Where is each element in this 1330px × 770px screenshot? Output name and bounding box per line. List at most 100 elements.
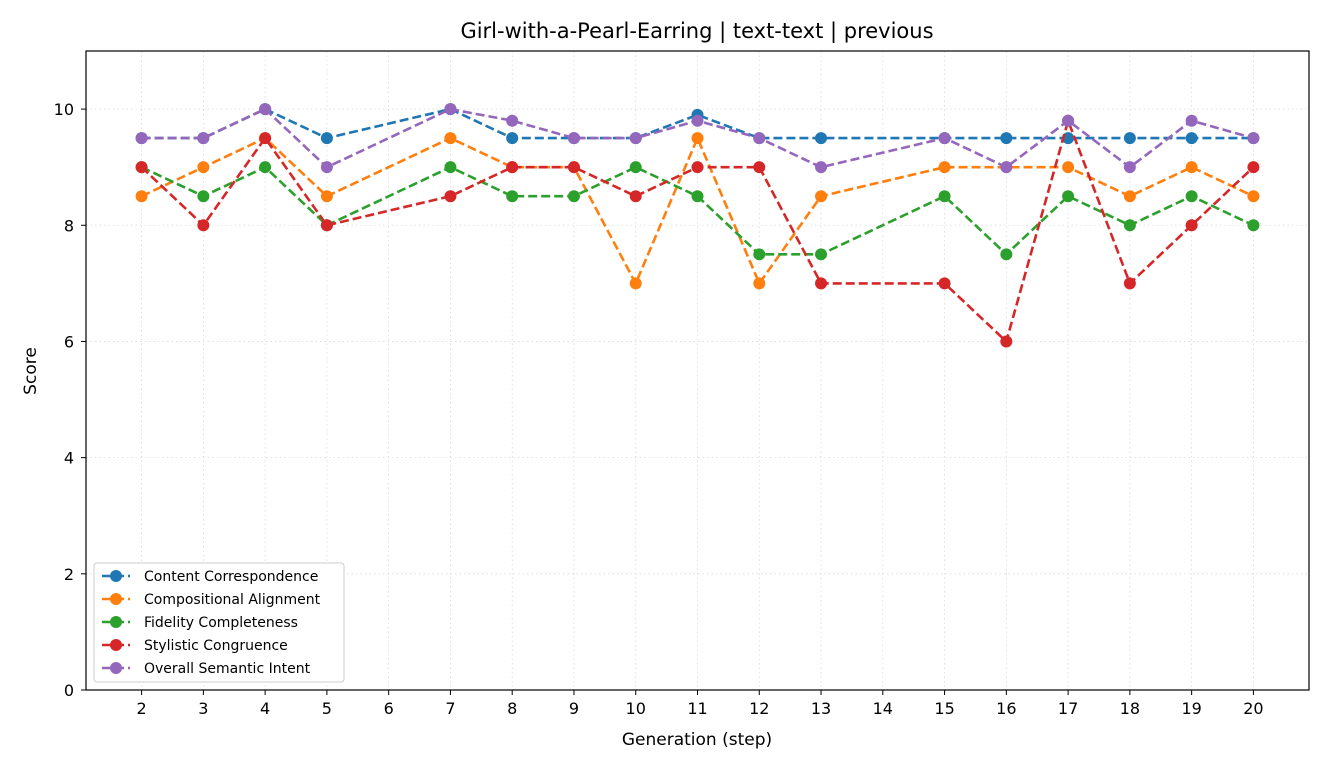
series-line-content-correspondence (141, 107, 1254, 140)
legend-item: Content Correspondence (102, 569, 318, 585)
x-tick-label: 10 (626, 699, 646, 718)
legend-swatch-marker (110, 639, 122, 651)
x-tick-label: 2 (136, 699, 146, 718)
x-tick-label: 7 (445, 699, 455, 718)
data-point-stylistic-congruence (1123, 277, 1136, 290)
data-point-compositional-alignment (1123, 190, 1136, 203)
data-point-stylistic-congruence (938, 277, 951, 290)
data-point-content-correspondence (1123, 132, 1136, 145)
data-point-stylistic-congruence (567, 161, 580, 174)
data-point-fidelity-completeness (506, 190, 519, 203)
data-point-overall-semantic-intent (1000, 161, 1013, 174)
data-point-fidelity-completeness (629, 161, 642, 174)
y-tick-label: 6 (64, 332, 74, 351)
data-point-stylistic-congruence (753, 161, 766, 174)
x-tick-label: 18 (1120, 699, 1140, 718)
data-point-compositional-alignment (444, 132, 457, 145)
legend-item: Overall Semantic Intent (102, 661, 311, 677)
x-tick-label: 11 (687, 699, 707, 718)
series-stylistic-congruence (135, 114, 1260, 348)
y-axis-label: Score (21, 347, 41, 395)
data-point-overall-semantic-intent (259, 103, 272, 116)
y-tick-label: 4 (64, 449, 74, 468)
data-point-fidelity-completeness (1123, 219, 1136, 232)
x-tick-label: 6 (384, 699, 394, 718)
data-point-content-correspondence (1185, 132, 1198, 145)
data-point-overall-semantic-intent (629, 132, 642, 145)
data-point-overall-semantic-intent (691, 114, 704, 127)
series-layer (135, 103, 1260, 348)
legend-label: Content Correspondence (144, 569, 318, 585)
data-point-overall-semantic-intent (444, 103, 457, 116)
y-tick-label: 2 (64, 565, 74, 584)
data-point-overall-semantic-intent (938, 132, 951, 145)
data-point-stylistic-congruence (135, 161, 148, 174)
legend-item: Stylistic Congruence (102, 638, 288, 654)
data-point-fidelity-completeness (753, 248, 766, 261)
data-point-stylistic-congruence (320, 219, 333, 232)
data-point-overall-semantic-intent (1123, 161, 1136, 174)
data-point-compositional-alignment (135, 190, 148, 203)
data-point-compositional-alignment (197, 161, 210, 174)
legend-label: Fidelity Completeness (144, 615, 298, 631)
data-point-fidelity-completeness (691, 190, 704, 203)
y-tick-label: 10 (54, 100, 74, 119)
chart-title: Girl-with-a-Pearl-Earring | text-text | … (460, 19, 933, 44)
legend-swatch-marker (110, 662, 122, 674)
legend-swatch-marker (110, 570, 122, 582)
data-point-stylistic-congruence (1247, 161, 1260, 174)
legend-label: Stylistic Congruence (144, 638, 288, 654)
data-point-compositional-alignment (753, 277, 766, 290)
x-tick-label: 17 (1058, 699, 1078, 718)
series-overall-semantic-intent (135, 103, 1260, 174)
data-point-fidelity-completeness (1185, 190, 1198, 203)
data-point-compositional-alignment (320, 190, 333, 203)
legend-label: Overall Semantic Intent (144, 661, 311, 677)
x-tick-label: 3 (198, 699, 208, 718)
data-point-content-correspondence (1000, 132, 1013, 145)
legend-label: Compositional Alignment (144, 592, 321, 608)
data-point-overall-semantic-intent (506, 114, 519, 127)
x-tick-label: 15 (934, 699, 954, 718)
x-tick-label: 5 (322, 699, 332, 718)
data-point-overall-semantic-intent (567, 132, 580, 145)
data-point-stylistic-congruence (506, 161, 519, 174)
data-point-fidelity-completeness (567, 190, 580, 203)
legend-item: Compositional Alignment (102, 592, 321, 608)
data-point-fidelity-completeness (938, 190, 951, 203)
data-point-overall-semantic-intent (815, 161, 828, 174)
data-point-compositional-alignment (691, 132, 704, 145)
data-point-compositional-alignment (1185, 161, 1198, 174)
data-point-overall-semantic-intent (197, 132, 210, 145)
x-tick-label: 8 (507, 699, 517, 718)
data-point-fidelity-completeness (1000, 248, 1013, 261)
data-point-fidelity-completeness (1062, 190, 1075, 203)
data-point-overall-semantic-intent (753, 132, 766, 145)
legend-swatch-marker (110, 593, 122, 605)
data-point-compositional-alignment (938, 161, 951, 174)
data-point-fidelity-completeness (259, 161, 272, 174)
x-tick-label: 9 (569, 699, 579, 718)
data-point-stylistic-congruence (1000, 335, 1013, 348)
x-tick-label: 13 (811, 699, 831, 718)
data-point-stylistic-congruence (815, 277, 828, 290)
y-tick-label: 0 (64, 681, 74, 700)
data-point-compositional-alignment (1247, 190, 1260, 203)
legend: Content Correspondence Compositional Alig… (93, 562, 345, 683)
data-point-compositional-alignment (1062, 161, 1075, 174)
x-tick-label: 20 (1243, 699, 1263, 718)
data-point-content-correspondence (815, 132, 828, 145)
data-point-overall-semantic-intent (320, 161, 333, 174)
data-point-fidelity-completeness (444, 161, 457, 174)
x-tick-label: 4 (260, 699, 270, 718)
data-point-fidelity-completeness (815, 248, 828, 261)
data-point-compositional-alignment (815, 190, 828, 203)
data-point-compositional-alignment (629, 277, 642, 290)
data-point-content-correspondence (320, 132, 333, 145)
data-point-stylistic-congruence (197, 219, 210, 232)
data-point-overall-semantic-intent (135, 132, 148, 145)
data-point-stylistic-congruence (1185, 219, 1198, 232)
legend-swatch-marker (110, 616, 122, 628)
data-point-stylistic-congruence (259, 132, 272, 145)
